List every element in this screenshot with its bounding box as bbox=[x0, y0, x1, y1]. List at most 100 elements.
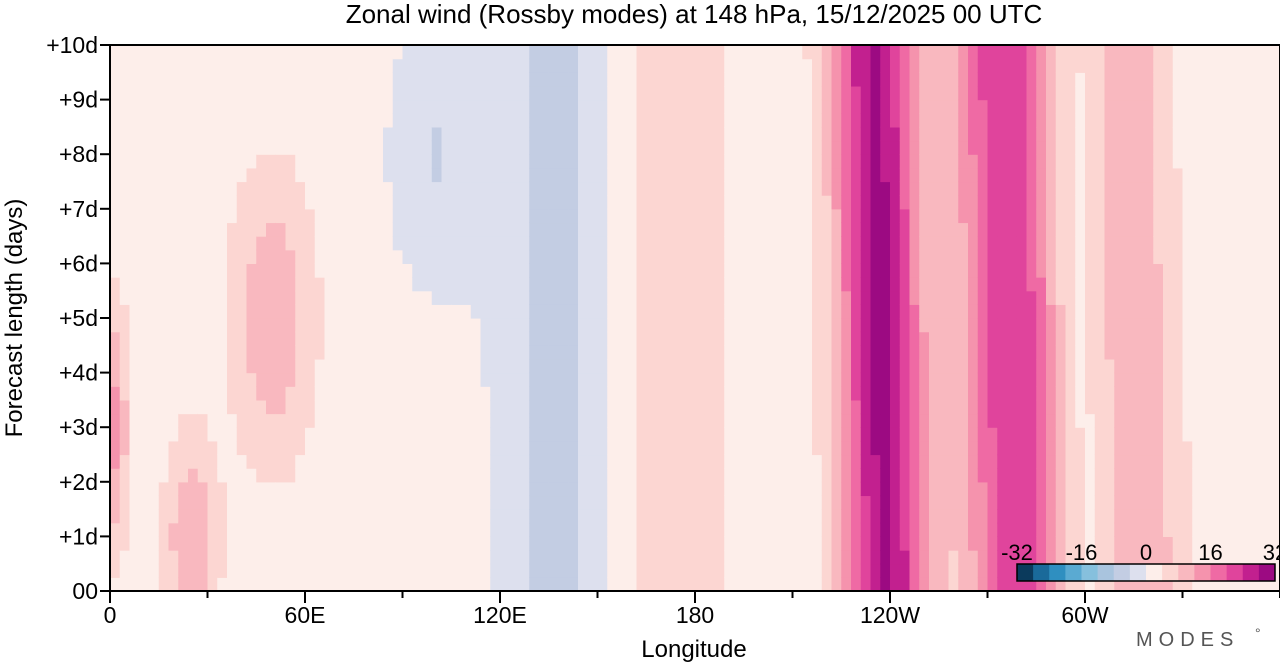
heatmap-cell bbox=[909, 249, 920, 264]
heatmap-cell bbox=[149, 386, 160, 401]
heatmap-cell bbox=[792, 372, 803, 387]
heatmap-cell bbox=[1007, 509, 1018, 524]
heatmap-cell bbox=[373, 550, 384, 565]
heatmap-cell bbox=[344, 99, 355, 114]
heatmap-cell bbox=[665, 427, 677, 442]
heatmap-cell bbox=[734, 413, 745, 428]
heatmap-cell bbox=[519, 399, 530, 415]
heatmap-cell bbox=[236, 358, 248, 374]
heatmap-cell bbox=[675, 345, 686, 360]
heatmap-cell bbox=[646, 154, 657, 169]
heatmap-cell bbox=[1104, 99, 1115, 114]
heatmap-cell bbox=[1163, 331, 1174, 346]
heatmap-cell bbox=[1075, 509, 1086, 524]
heatmap-cell bbox=[392, 58, 404, 73]
heatmap-cell bbox=[802, 140, 813, 155]
heatmap-cell bbox=[197, 372, 209, 387]
heatmap-cell bbox=[665, 577, 677, 591]
heatmap-cell bbox=[1260, 126, 1271, 142]
heatmap-cell bbox=[344, 495, 355, 510]
heatmap-cell bbox=[324, 263, 335, 278]
heatmap-cell bbox=[880, 99, 891, 114]
heatmap-cell bbox=[529, 45, 540, 60]
heatmap-cell bbox=[724, 181, 735, 196]
heatmap-cell bbox=[753, 399, 764, 415]
heatmap-cell bbox=[568, 481, 579, 497]
heatmap-cell bbox=[383, 195, 394, 210]
heatmap-cell bbox=[256, 277, 267, 292]
heatmap-cell bbox=[568, 290, 579, 305]
heatmap-cell bbox=[646, 277, 657, 292]
heatmap-cell bbox=[841, 154, 852, 169]
heatmap-cell bbox=[578, 72, 589, 87]
heatmap-cell bbox=[792, 550, 803, 565]
heatmap-cell bbox=[899, 277, 911, 292]
heatmap-cell bbox=[149, 277, 160, 292]
heatmap-cell bbox=[958, 45, 969, 60]
heatmap-cell bbox=[685, 236, 696, 251]
heatmap-cell bbox=[246, 85, 257, 101]
heatmap-cell bbox=[675, 181, 686, 196]
heatmap-cell bbox=[1260, 208, 1271, 224]
heatmap-cell bbox=[1231, 358, 1242, 374]
heatmap-cell bbox=[724, 113, 735, 128]
heatmap-cell bbox=[373, 440, 384, 456]
heatmap-cell bbox=[256, 167, 267, 183]
heatmap-cell bbox=[139, 45, 150, 60]
heatmap-cell bbox=[1094, 167, 1106, 183]
heatmap-cell bbox=[412, 495, 423, 510]
heatmap-cell bbox=[197, 45, 209, 60]
heatmap-cell bbox=[1241, 45, 1252, 60]
heatmap-cell bbox=[1163, 195, 1174, 210]
heatmap-cell bbox=[353, 208, 365, 224]
heatmap-cell bbox=[158, 509, 170, 524]
heatmap-cell bbox=[724, 45, 735, 60]
heatmap-cell bbox=[305, 113, 316, 128]
heatmap-cell bbox=[305, 249, 316, 264]
heatmap-cell bbox=[422, 263, 433, 278]
heatmap-cell bbox=[880, 72, 891, 87]
heatmap-cell bbox=[178, 99, 189, 114]
heatmap-cell bbox=[383, 236, 394, 251]
heatmap-cell bbox=[1104, 113, 1115, 128]
heatmap-cell bbox=[656, 277, 667, 292]
heatmap-cell bbox=[1163, 413, 1174, 428]
heatmap-cell bbox=[480, 454, 491, 469]
heatmap-cell bbox=[948, 331, 959, 346]
heatmap-cell bbox=[646, 522, 657, 537]
heatmap-cell bbox=[548, 372, 560, 387]
heatmap-cell bbox=[275, 454, 287, 469]
heatmap-cell bbox=[1026, 577, 1037, 591]
heatmap-cell bbox=[392, 208, 404, 224]
heatmap-cell bbox=[110, 427, 121, 442]
heatmap-cell bbox=[207, 85, 218, 101]
heatmap-cell bbox=[412, 509, 423, 524]
heatmap-cell bbox=[597, 509, 608, 524]
heatmap-cell bbox=[1202, 440, 1213, 456]
heatmap-cell bbox=[948, 263, 959, 278]
heatmap-cell bbox=[1065, 318, 1076, 333]
heatmap-cell bbox=[363, 550, 374, 565]
heatmap-cell bbox=[1211, 45, 1223, 60]
heatmap-cell bbox=[597, 550, 608, 565]
heatmap-cell bbox=[558, 358, 569, 374]
heatmap-cell bbox=[987, 399, 998, 415]
heatmap-cell bbox=[305, 495, 316, 510]
heatmap-cell bbox=[392, 167, 404, 183]
heatmap-cell bbox=[743, 468, 755, 483]
heatmap-cell bbox=[841, 277, 852, 292]
heatmap-cell bbox=[519, 99, 530, 114]
heatmap-cell bbox=[451, 167, 462, 183]
heatmap-cell bbox=[646, 345, 657, 360]
heatmap-cell bbox=[110, 45, 121, 60]
heatmap-cell bbox=[695, 481, 706, 497]
heatmap-cell bbox=[431, 550, 443, 565]
heatmap-cell bbox=[656, 522, 667, 537]
heatmap-cell bbox=[519, 167, 530, 183]
heatmap-cell bbox=[236, 304, 248, 319]
heatmap-cell bbox=[334, 126, 345, 142]
heatmap-cell bbox=[246, 167, 257, 183]
heatmap-cell bbox=[968, 290, 979, 305]
heatmap-cell bbox=[500, 222, 511, 237]
heatmap-cell bbox=[870, 277, 881, 292]
